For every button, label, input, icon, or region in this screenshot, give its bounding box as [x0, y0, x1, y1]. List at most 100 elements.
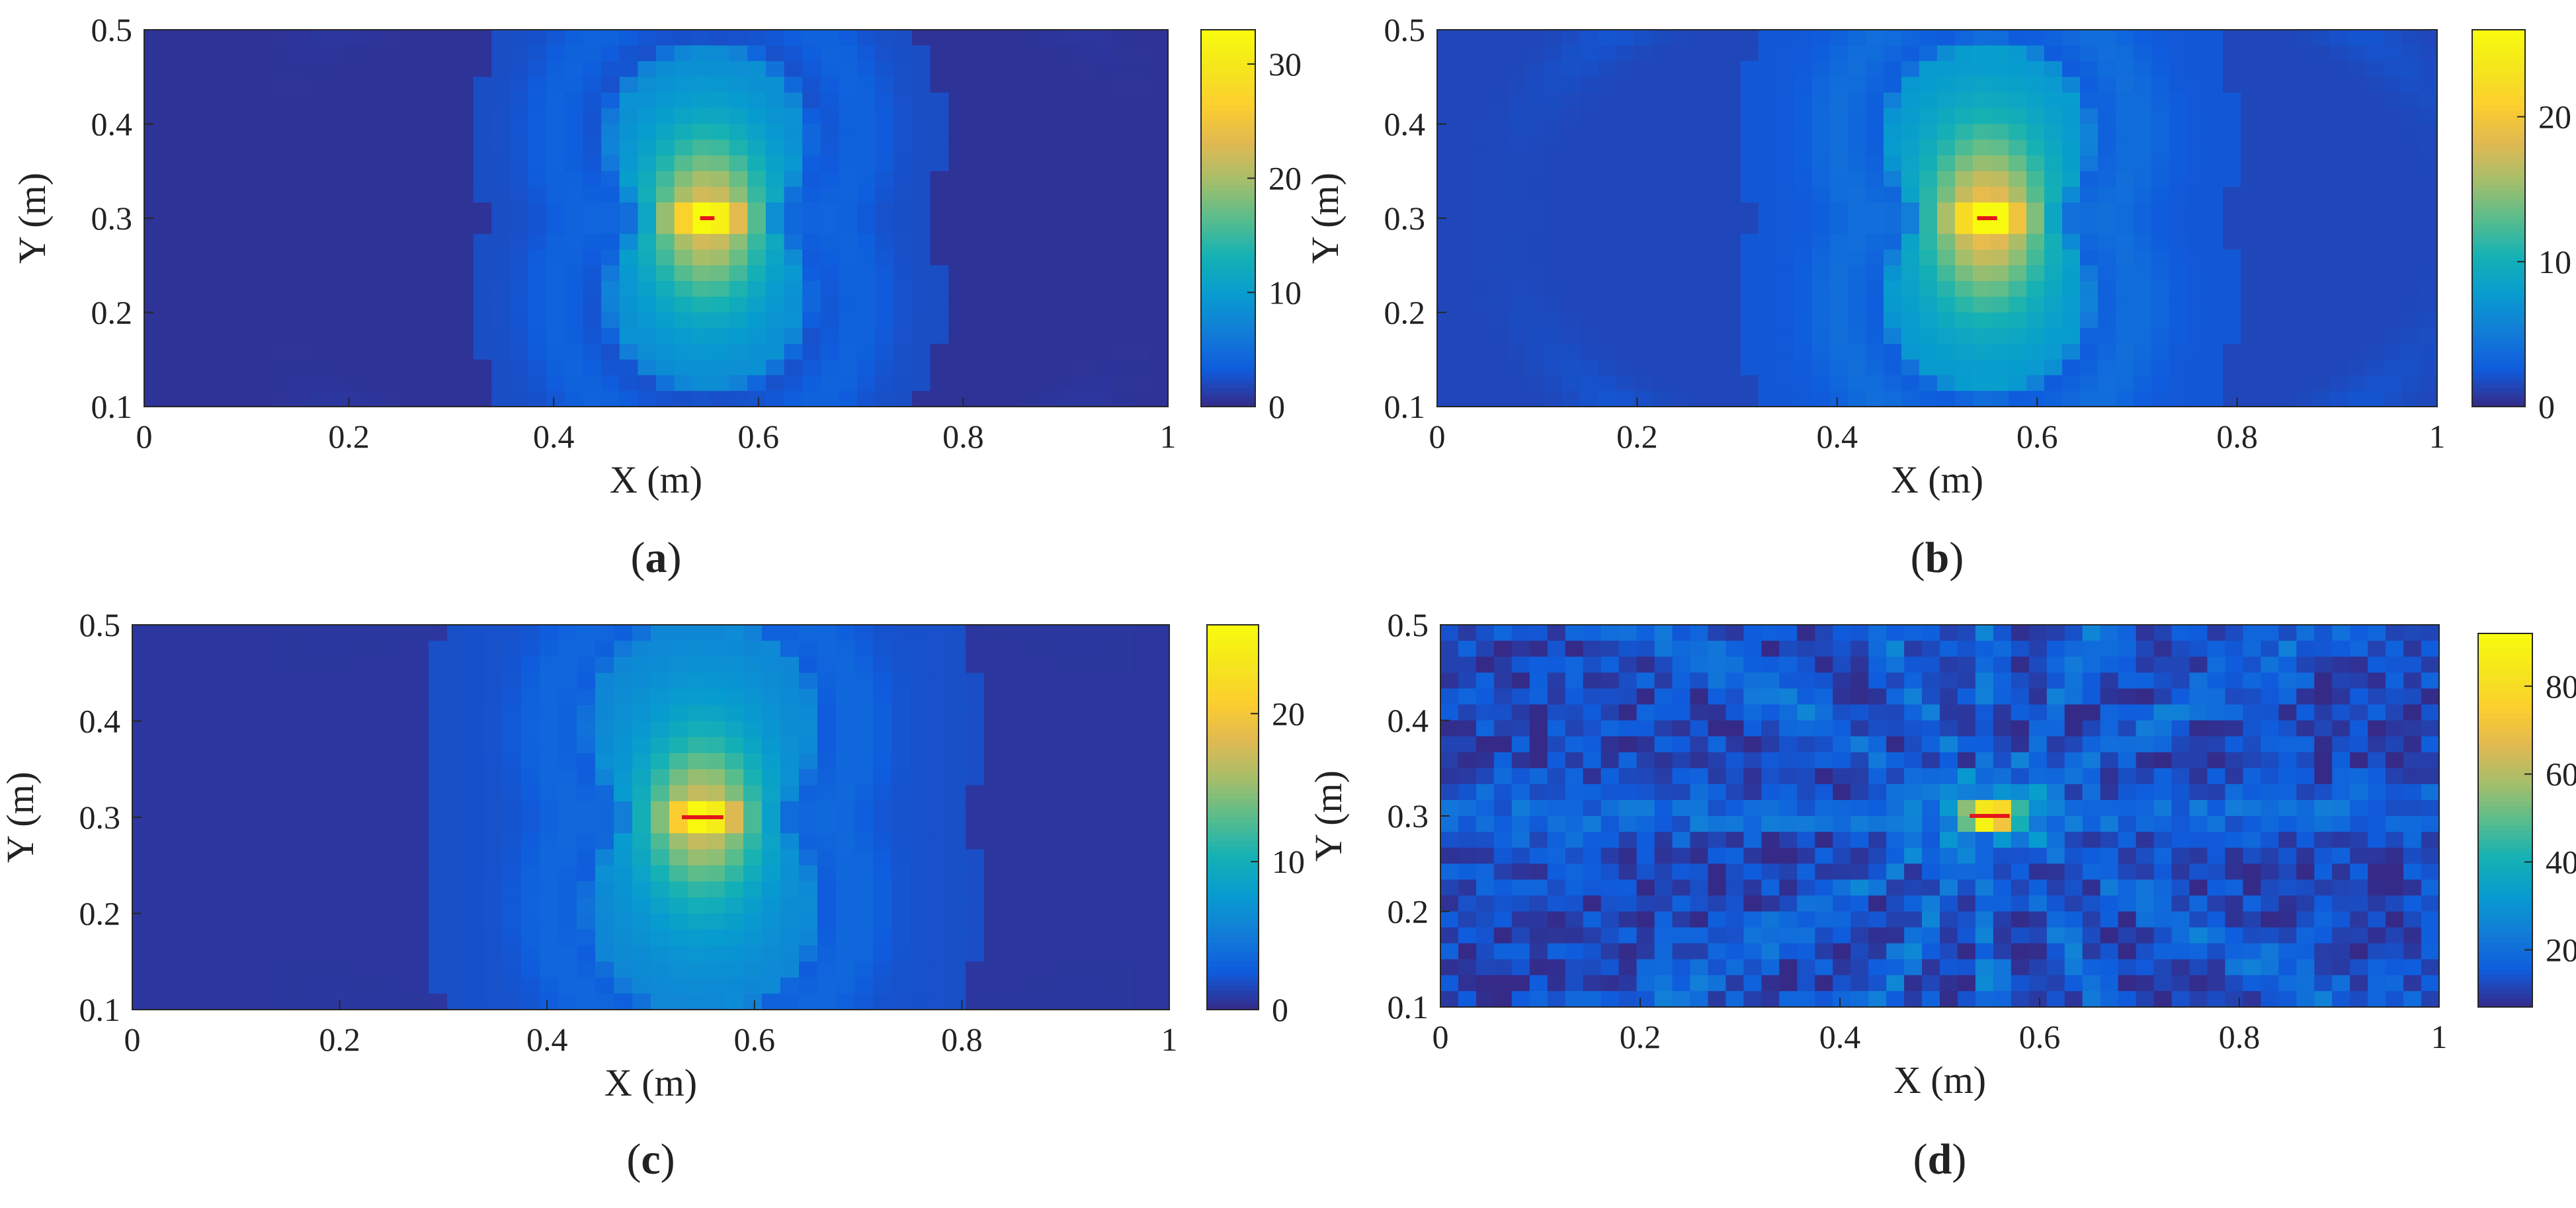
heatmap-cell: [1973, 233, 1991, 251]
heatmap-cell: [1149, 233, 1169, 251]
heatmap-cell: [1687, 375, 1706, 391]
heatmap-cell: [2348, 202, 2366, 219]
heatmap-cell: [521, 785, 540, 802]
heatmap-cell: [1955, 124, 1974, 140]
y-tick-label: 0.2: [1384, 294, 1426, 331]
heatmap-cell: [308, 77, 328, 93]
heatmap-cell: [1669, 108, 1688, 125]
colorbar-swatch: [1201, 303, 1255, 308]
heatmap-cell: [2366, 45, 2384, 62]
heatmap-cell: [2189, 768, 2208, 785]
heatmap-cell: [466, 946, 485, 962]
heatmap-cell: [656, 218, 675, 235]
colorbar-swatch: [1207, 653, 1259, 659]
heatmap-cell: [692, 140, 712, 156]
heatmap-cell: [1544, 108, 1563, 125]
heatmap-cell: [947, 705, 966, 722]
heatmap-cell: [1708, 672, 1727, 689]
heatmap-cell: [235, 30, 255, 46]
heatmap-cell: [1708, 657, 1727, 673]
heatmap-cell: [2294, 391, 2313, 407]
heatmap-cell: [1113, 296, 1132, 313]
heatmap-cell: [1868, 641, 1887, 657]
heatmap-cell: [1884, 265, 1902, 282]
heatmap-cell: [1651, 45, 1670, 62]
heatmap-cell: [2044, 375, 2063, 391]
heatmap-cell: [299, 817, 318, 834]
heatmap-cell: [206, 929, 226, 946]
heatmap-cell: [1114, 913, 1133, 930]
heatmap-cell: [1991, 328, 2009, 344]
heatmap-cell: [656, 45, 675, 62]
heatmap-cell: [564, 202, 584, 219]
heatmap-cell: [162, 218, 181, 235]
heatmap-cell: [2261, 768, 2279, 785]
heatmap-cell: [2386, 641, 2404, 657]
heatmap-cell: [436, 375, 456, 391]
heatmap-cell: [1095, 721, 1114, 738]
heatmap-cell: [910, 961, 929, 979]
heatmap-cell: [308, 171, 328, 188]
heatmap-cell: [1776, 171, 1795, 188]
heatmap-cell: [1113, 171, 1132, 188]
heatmap-cell: [308, 391, 328, 407]
y-tick-label: 0.5: [91, 11, 133, 48]
heatmap-cell: [491, 344, 511, 360]
heatmap-cell: [1940, 784, 1958, 801]
heatmap-cell: [1886, 657, 1905, 673]
heatmap-cell: [1095, 913, 1114, 930]
heatmap-cell: [564, 375, 584, 391]
heatmap-cell: [2136, 720, 2155, 737]
heatmap-cell: [1833, 784, 1851, 801]
heatmap-cell: [373, 705, 392, 722]
heatmap-cell: [392, 993, 411, 1010]
heatmap-cell: [1868, 704, 1887, 721]
heatmap-cell: [225, 721, 244, 738]
heatmap-cell: [595, 929, 614, 946]
heatmap-cell: [2044, 344, 2063, 360]
heatmap-cell: [2330, 375, 2348, 391]
colorbar-swatch: [1201, 110, 1255, 115]
heatmap-cell: [1562, 30, 1581, 46]
heatmap-cell: [747, 186, 767, 203]
heatmap-cell: [2098, 281, 2116, 298]
heatmap-cell: [243, 721, 263, 738]
heatmap-cell: [290, 233, 310, 251]
heatmap-cell: [198, 155, 218, 172]
heatmap-cell: [2384, 249, 2402, 266]
heatmap-cell: [1687, 312, 1706, 329]
heatmap-cell: [910, 833, 929, 850]
heatmap-cell: [1475, 752, 1495, 769]
heatmap-cell: [1440, 688, 1459, 705]
heatmap-cell: [1616, 344, 1634, 360]
heatmap-cell: [410, 977, 429, 994]
heatmap-cell: [1493, 768, 1513, 785]
heatmap-cell: [188, 817, 207, 834]
heatmap-cell: [729, 155, 748, 172]
heatmap-cell: [1937, 93, 1956, 109]
heatmap-cell: [638, 140, 657, 156]
heatmap-cell: [1940, 625, 1958, 641]
heatmap-cell: [1901, 328, 1920, 344]
heatmap-cell: [839, 202, 858, 219]
heatmap-cell: [2062, 61, 2081, 77]
heatmap-cell: [1723, 93, 1741, 109]
heatmap-cell: [473, 108, 492, 125]
heatmap-cell: [601, 218, 620, 235]
heatmap-cell: [169, 961, 188, 979]
heatmap-cell: [2330, 233, 2348, 251]
heatmap-cell: [1493, 784, 1513, 801]
heatmap-cell: [454, 328, 474, 344]
heatmap-cell: [1741, 391, 1759, 407]
heatmap-cell: [198, 140, 218, 156]
heatmap-cell: [729, 328, 748, 344]
y-tick-label: 0.3: [79, 799, 121, 836]
heatmap-cell: [910, 977, 929, 994]
heatmap-cell: [1113, 281, 1132, 298]
heatmap-cell: [1455, 281, 1474, 298]
heatmap-cell: [1886, 641, 1905, 657]
heatmap-cell: [345, 218, 364, 235]
heatmap-cell: [198, 296, 218, 313]
heatmap-cell: [930, 218, 949, 235]
heatmap-cell: [656, 77, 675, 93]
